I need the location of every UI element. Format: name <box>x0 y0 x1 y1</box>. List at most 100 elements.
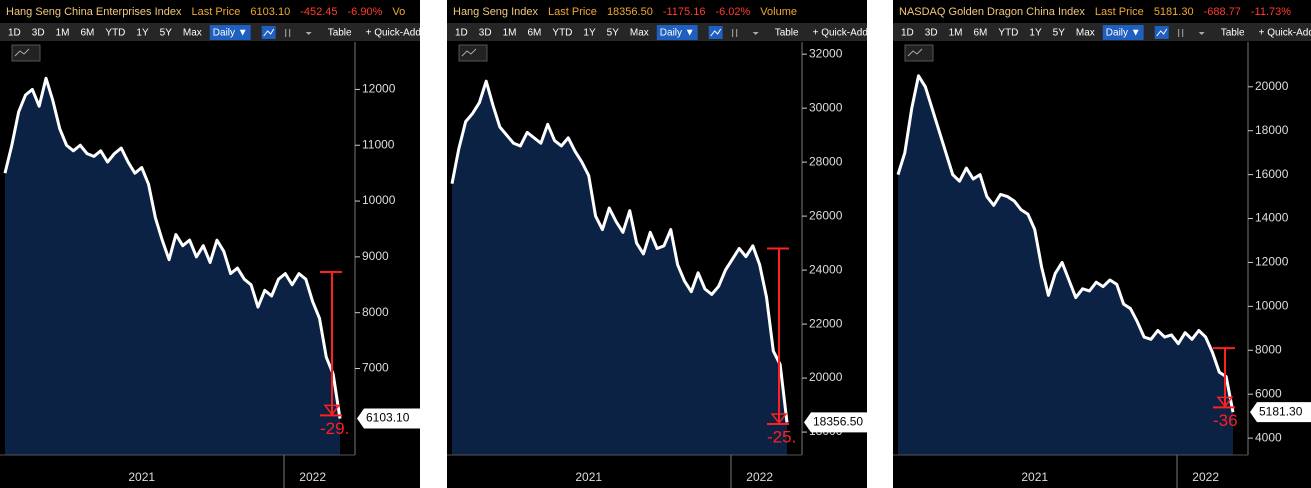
toolbar-button[interactable]: Max <box>630 28 649 39</box>
toolbar-button[interactable]: 3D <box>925 28 938 39</box>
toolbar-button[interactable]: Table <box>775 28 799 39</box>
chart-type-box[interactable] <box>904 44 934 62</box>
dropdown-icon[interactable] <box>305 32 312 35</box>
header-text: -688.77 <box>1204 6 1241 18</box>
toolbar-button[interactable]: 1Y <box>1029 28 1042 39</box>
toolbar-button[interactable]: 1D <box>8 28 21 39</box>
y-tick-label: 24000 <box>809 262 843 276</box>
chart-type-box[interactable] <box>458 44 488 62</box>
toolbar-button[interactable]: Daily ▼ <box>660 28 695 39</box>
dropdown-icon[interactable] <box>1198 32 1205 35</box>
header-text: -6.02% <box>715 6 750 18</box>
annotation-label: -25. <box>767 427 796 446</box>
toolbar-button[interactable]: YTD <box>105 28 125 39</box>
last-price-flag <box>357 408 420 429</box>
toolbar-button[interactable]: 1Y <box>583 28 596 39</box>
toolbar-button[interactable]: Table <box>1221 28 1245 39</box>
y-tick-label: 12000 <box>362 82 396 96</box>
area <box>5 78 340 455</box>
header-text: 18356.50 <box>607 6 653 18</box>
toolbar-button[interactable]: Max <box>183 28 202 39</box>
header-text: -452.45 <box>300 6 337 18</box>
toolbar-button[interactable]: Max <box>1076 28 1095 39</box>
area <box>452 81 787 455</box>
header-text: Hang Seng China Enterprises Index <box>6 6 182 18</box>
y-tick-label: 7000 <box>362 361 389 375</box>
y-tick-label: 28000 <box>809 154 843 168</box>
y-tick-label: 10000 <box>1255 299 1289 313</box>
toolbar-button[interactable]: 1D <box>455 28 468 39</box>
sort-icon[interactable] <box>732 29 738 37</box>
toolbar-button[interactable]: YTD <box>998 28 1018 39</box>
toolbar-button[interactable]: YTD <box>552 28 572 39</box>
price-line <box>450 79 789 423</box>
toolbar-button-bg <box>209 25 251 40</box>
toolbar-button[interactable]: 1Y <box>136 28 149 39</box>
header-text: -11.73% <box>1251 6 1291 18</box>
toolbar-button[interactable]: 3D <box>32 28 45 39</box>
price-line <box>3 76 342 419</box>
y-tick-label: 30000 <box>809 100 843 114</box>
x-tick-label: 2021 <box>128 470 155 484</box>
toolbar-button[interactable]: Daily ▼ <box>1106 28 1141 39</box>
chart-type-glyph <box>907 48 923 57</box>
chart-panel: Hang Seng Index Last Price 18356.50 -1175.1… <box>447 0 868 488</box>
toolbar-button[interactable]: 5Y <box>1053 28 1066 39</box>
chart-type-glyph <box>14 48 30 57</box>
last-price-label: 5181.30 <box>1259 404 1303 418</box>
toolbar-button[interactable]: 1M <box>949 28 963 39</box>
annotation-arrow <box>770 413 788 425</box>
price-line <box>896 74 1235 413</box>
header-text: Last Price <box>1095 6 1144 18</box>
y-tick-label: 8000 <box>1255 342 1282 356</box>
x-tick-label: 2021 <box>575 470 602 484</box>
y-tick-label: 11000 <box>362 137 395 151</box>
toolbar <box>893 23 1311 41</box>
sort-icon[interactable] <box>285 29 291 37</box>
toolbar-button[interactable]: Daily ▼ <box>213 28 248 39</box>
last-price-label: 6103.10 <box>366 411 410 425</box>
chart-type-box[interactable] <box>11 44 41 62</box>
toolbar-button[interactable]: + Quick-Add <box>813 28 868 39</box>
toolbar-button[interactable]: 6M <box>974 28 988 39</box>
y-tick-label: 6000 <box>1255 386 1282 400</box>
toolbar-button[interactable]: 1M <box>503 28 517 39</box>
sort-icon[interactable] <box>1178 29 1184 37</box>
toolbar-button[interactable]: 3D <box>479 28 492 39</box>
y-tick-label: 26000 <box>809 208 843 222</box>
toolbar-button[interactable]: 6M <box>528 28 542 39</box>
toolbar-button-bg <box>1102 25 1144 40</box>
header-text: 5181.30 <box>1154 6 1194 18</box>
y-tick-label: 20000 <box>809 370 843 384</box>
header-text: 6103.10 <box>250 6 290 18</box>
y-tick-label: 12000 <box>1255 255 1289 269</box>
chart-icon <box>710 28 722 37</box>
y-tick-label: 8000 <box>362 305 389 319</box>
header-text: -6.90% <box>348 6 383 18</box>
x-tick-label: 2022 <box>1192 470 1219 484</box>
toolbar-button-bg <box>656 25 698 40</box>
toolbar-button[interactable]: Table <box>328 28 352 39</box>
toolbar-button[interactable]: 1M <box>56 28 70 39</box>
y-tick-label: 16000 <box>1255 167 1289 181</box>
header-text: Hang Seng Index <box>453 6 539 18</box>
last-price-flag <box>804 412 867 433</box>
chart-icon <box>1156 28 1168 37</box>
toolbar-button[interactable]: + Quick-Add <box>1259 28 1311 39</box>
annotation-arrow <box>323 404 341 416</box>
header-text: Vo <box>392 6 405 18</box>
chart-panel: Hang Seng China Enterprises Index Last Pr… <box>0 0 421 488</box>
y-tick-label: 32000 <box>809 46 843 60</box>
toolbar-button[interactable]: 6M <box>81 28 95 39</box>
y-tick-label: 20000 <box>1255 79 1289 93</box>
toolbar-button[interactable]: + Quick-Add <box>366 28 421 39</box>
y-tick-label: 18000 <box>1255 123 1289 137</box>
last-price-flag <box>1250 402 1311 423</box>
header-text: Last Price <box>548 6 597 18</box>
x-tick-label: 2022 <box>746 470 773 484</box>
toolbar-button[interactable]: 1D <box>901 28 914 39</box>
toolbar-button[interactable]: 5Y <box>607 28 620 39</box>
dropdown-icon[interactable] <box>752 32 759 35</box>
toolbar-button[interactable]: 5Y <box>160 28 173 39</box>
y-tick-label: 14000 <box>1255 211 1289 225</box>
